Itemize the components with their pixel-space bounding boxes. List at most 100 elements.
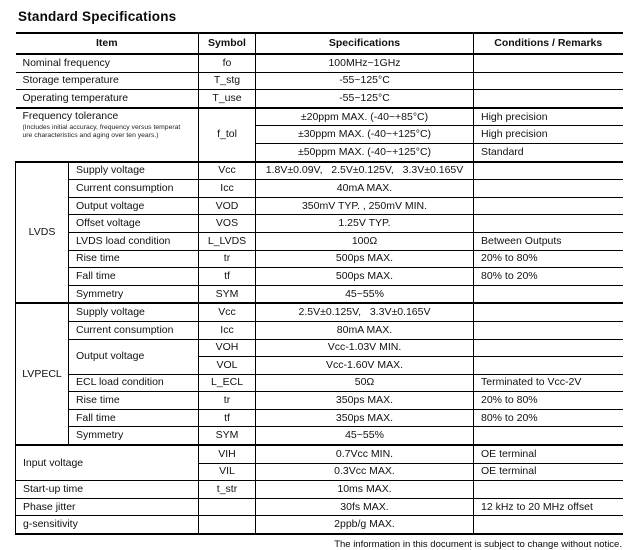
item-cell: Phase jitter <box>15 498 199 516</box>
symbol-cell: t_str <box>198 480 256 499</box>
spec-cell: 1.25V TYP. <box>255 214 474 233</box>
spec-cell: 50Ω <box>255 374 474 392</box>
symbol-cell: tf <box>198 409 256 427</box>
spec-cell: Vcc-1.03V MIN. <box>255 339 474 357</box>
page-title: Standard Specifications <box>18 9 177 24</box>
cond-cell: 80% to 20% <box>481 411 538 424</box>
frequency-tolerance-label: Frequency tolerance <box>22 109 119 122</box>
cond-cell: Standard <box>481 145 524 158</box>
specifications-table: Item Symbol Specifications Conditions / … <box>15 32 623 535</box>
symbol-cell: fo <box>198 54 256 73</box>
header-symbol: Symbol <box>198 33 256 54</box>
cond-cell: Between Outputs <box>481 234 562 247</box>
symbol-cell: VOL <box>198 356 256 375</box>
header-item: Item <box>15 33 199 54</box>
item-cell: Storage temperature <box>15 72 199 90</box>
item-cell: ECL load condition <box>68 374 199 392</box>
cond-cell: 80% to 20% <box>481 269 538 282</box>
symbol-cell: VIH <box>198 445 256 464</box>
row-lvds-load-condition: LVDS load condition L_LVDS 100Ω Between … <box>15 232 623 251</box>
row-g-sensitivity: g-sensitivity 2ppb/g MAX. <box>15 515 623 535</box>
spec-cell: 1.8V±0.09V, 2.5V±0.125V, 3.3V±0.165V <box>255 161 474 180</box>
item-cell-input-voltage: Input voltage <box>15 445 199 481</box>
row-input-voltage-vih: Input voltage VIH 0.7Vcc MIN. OE termina… <box>15 445 623 481</box>
item-cell: Rise time <box>68 391 199 410</box>
item-cell: Output voltage <box>68 197 199 215</box>
symbol-cell: Icc <box>198 321 256 339</box>
spec-cell: 45~55% <box>255 285 474 304</box>
row-lvpecl-output-voltage-vol: VOL Vcc-1.60V MAX. <box>15 356 623 375</box>
header-specifications: Specifications <box>255 33 474 54</box>
cond-cell <box>474 162 623 180</box>
cond-cell <box>474 54 623 72</box>
item-cell: Operating temperature <box>15 89 199 108</box>
row-lvpecl-supply-voltage: LVPECL Supply voltage Vcc 2.5V±0.125V, 3… <box>15 303 623 446</box>
symbol-cell: tf <box>198 267 256 286</box>
row-lvpecl-rise-time: Rise time tr 350ps MAX. 20% to 80% <box>15 391 623 410</box>
symbol-cell: T_use <box>198 89 256 108</box>
symbol-cell: f_tol <box>198 107 256 162</box>
row-lvds-symmetry: Symmetry SYM 45~55% <box>15 285 623 304</box>
row-lvds-offset-voltage: Offset voltage VOS 1.25V TYP. <box>15 214 623 233</box>
symbol-cell: SYM <box>198 426 256 446</box>
row-lvpecl-ecl-load-condition: ECL load condition L_ECL 50Ω Terminated … <box>15 374 623 392</box>
symbol-cell <box>198 515 256 535</box>
spec-cell: 80mA MAX. <box>255 321 474 339</box>
item-cell: Start-up time <box>15 480 199 499</box>
cond-cell <box>474 180 623 198</box>
spec-cell: ±50ppm MAX. (-40~+125°C) <box>255 143 474 162</box>
item-cell: Fall time <box>68 267 199 286</box>
spec-cell: 10ms MAX. <box>255 480 474 499</box>
symbol-cell: VOS <box>198 214 256 233</box>
symbol-cell: L_ECL <box>198 374 256 392</box>
header-row: Item Symbol Specifications Conditions / … <box>15 33 623 54</box>
item-cell: LVDS load condition <box>68 232 199 251</box>
row-frequency-tolerance-2: ±30ppm MAX. (-40~+125°C) High precision <box>15 125 623 144</box>
row-lvpecl-fall-time: Fall time tf 350ps MAX. 80% to 20% <box>15 409 623 427</box>
spec-cell: 100Ω <box>255 232 474 251</box>
item-cell: Symmetry <box>68 285 199 304</box>
cond-cell <box>474 516 623 534</box>
symbol-cell: T_stg <box>198 72 256 90</box>
frequency-tolerance-note-line2: ure characteristics and aging over ten y… <box>22 132 159 140</box>
row-operating-temperature: Operating temperature T_use -55~125°C <box>15 89 623 108</box>
symbol-cell: tr <box>198 391 256 410</box>
cond-cell <box>474 339 623 357</box>
cond-cell <box>474 303 623 321</box>
spec-cell: 40mA MAX. <box>255 179 474 198</box>
spec-cell: Vcc-1.60V MAX. <box>255 356 474 375</box>
symbol-cell: VIL <box>198 463 256 481</box>
spec-cell: 500ps MAX. <box>255 267 474 286</box>
row-phase-jitter: Phase jitter 30fs MAX. 12 kHz to 20 MHz … <box>15 498 623 516</box>
item-cell: Supply voltage <box>68 303 199 322</box>
cond-cell: OE terminal <box>481 465 537 478</box>
group-cell-lvpecl: LVPECL <box>15 303 69 446</box>
row-lvds-rise-time: Rise time tr 500ps MAX. 20% to 80% <box>15 250 623 268</box>
row-storage-temperature: Storage temperature T_stg -55~125°C <box>15 72 623 90</box>
item-cell: Symmetry <box>68 426 199 446</box>
symbol-cell: L_LVDS <box>198 232 256 251</box>
cond-cell: High precision <box>481 110 548 123</box>
group-cell-lvds: LVDS <box>15 161 69 304</box>
header-conditions: Conditions / Remarks <box>494 36 603 49</box>
symbol-cell: Icc <box>198 179 256 198</box>
spec-cell: 0.7Vcc MIN. <box>255 445 474 464</box>
cond-cell <box>474 72 623 90</box>
spec-cell: 350ps MAX. <box>255 391 474 410</box>
item-cell: Nominal frequency <box>15 54 199 73</box>
cond-cell: High precision <box>481 128 548 141</box>
cond-cell <box>474 90 623 108</box>
row-lvds-supply-voltage: LVDS Supply voltage Vcc 1.8V±0.09V, 2.5V… <box>15 161 623 304</box>
symbol-cell: Vcc <box>198 161 256 180</box>
cond-cell <box>474 481 623 499</box>
item-cell: Offset voltage <box>68 214 199 233</box>
frequency-tolerance-note-line1: (Includes initial accuracy, frequency ve… <box>22 123 181 131</box>
spec-cell: ±30ppm MAX. (-40~+125°C) <box>255 125 474 144</box>
row-lvpecl-current-consumption: Current consumption Icc 80mA MAX. <box>15 321 623 339</box>
cond-cell <box>474 285 623 303</box>
spec-cell: 350ps MAX. <box>255 409 474 427</box>
row-lvpecl-output-voltage-voh: Output voltage VOH Vcc-1.03V MIN. <box>15 339 623 375</box>
cond-cell <box>474 197 623 215</box>
spec-cell: ±20ppm MAX. (-40~+85°C) <box>255 107 474 126</box>
symbol-cell <box>198 498 256 516</box>
